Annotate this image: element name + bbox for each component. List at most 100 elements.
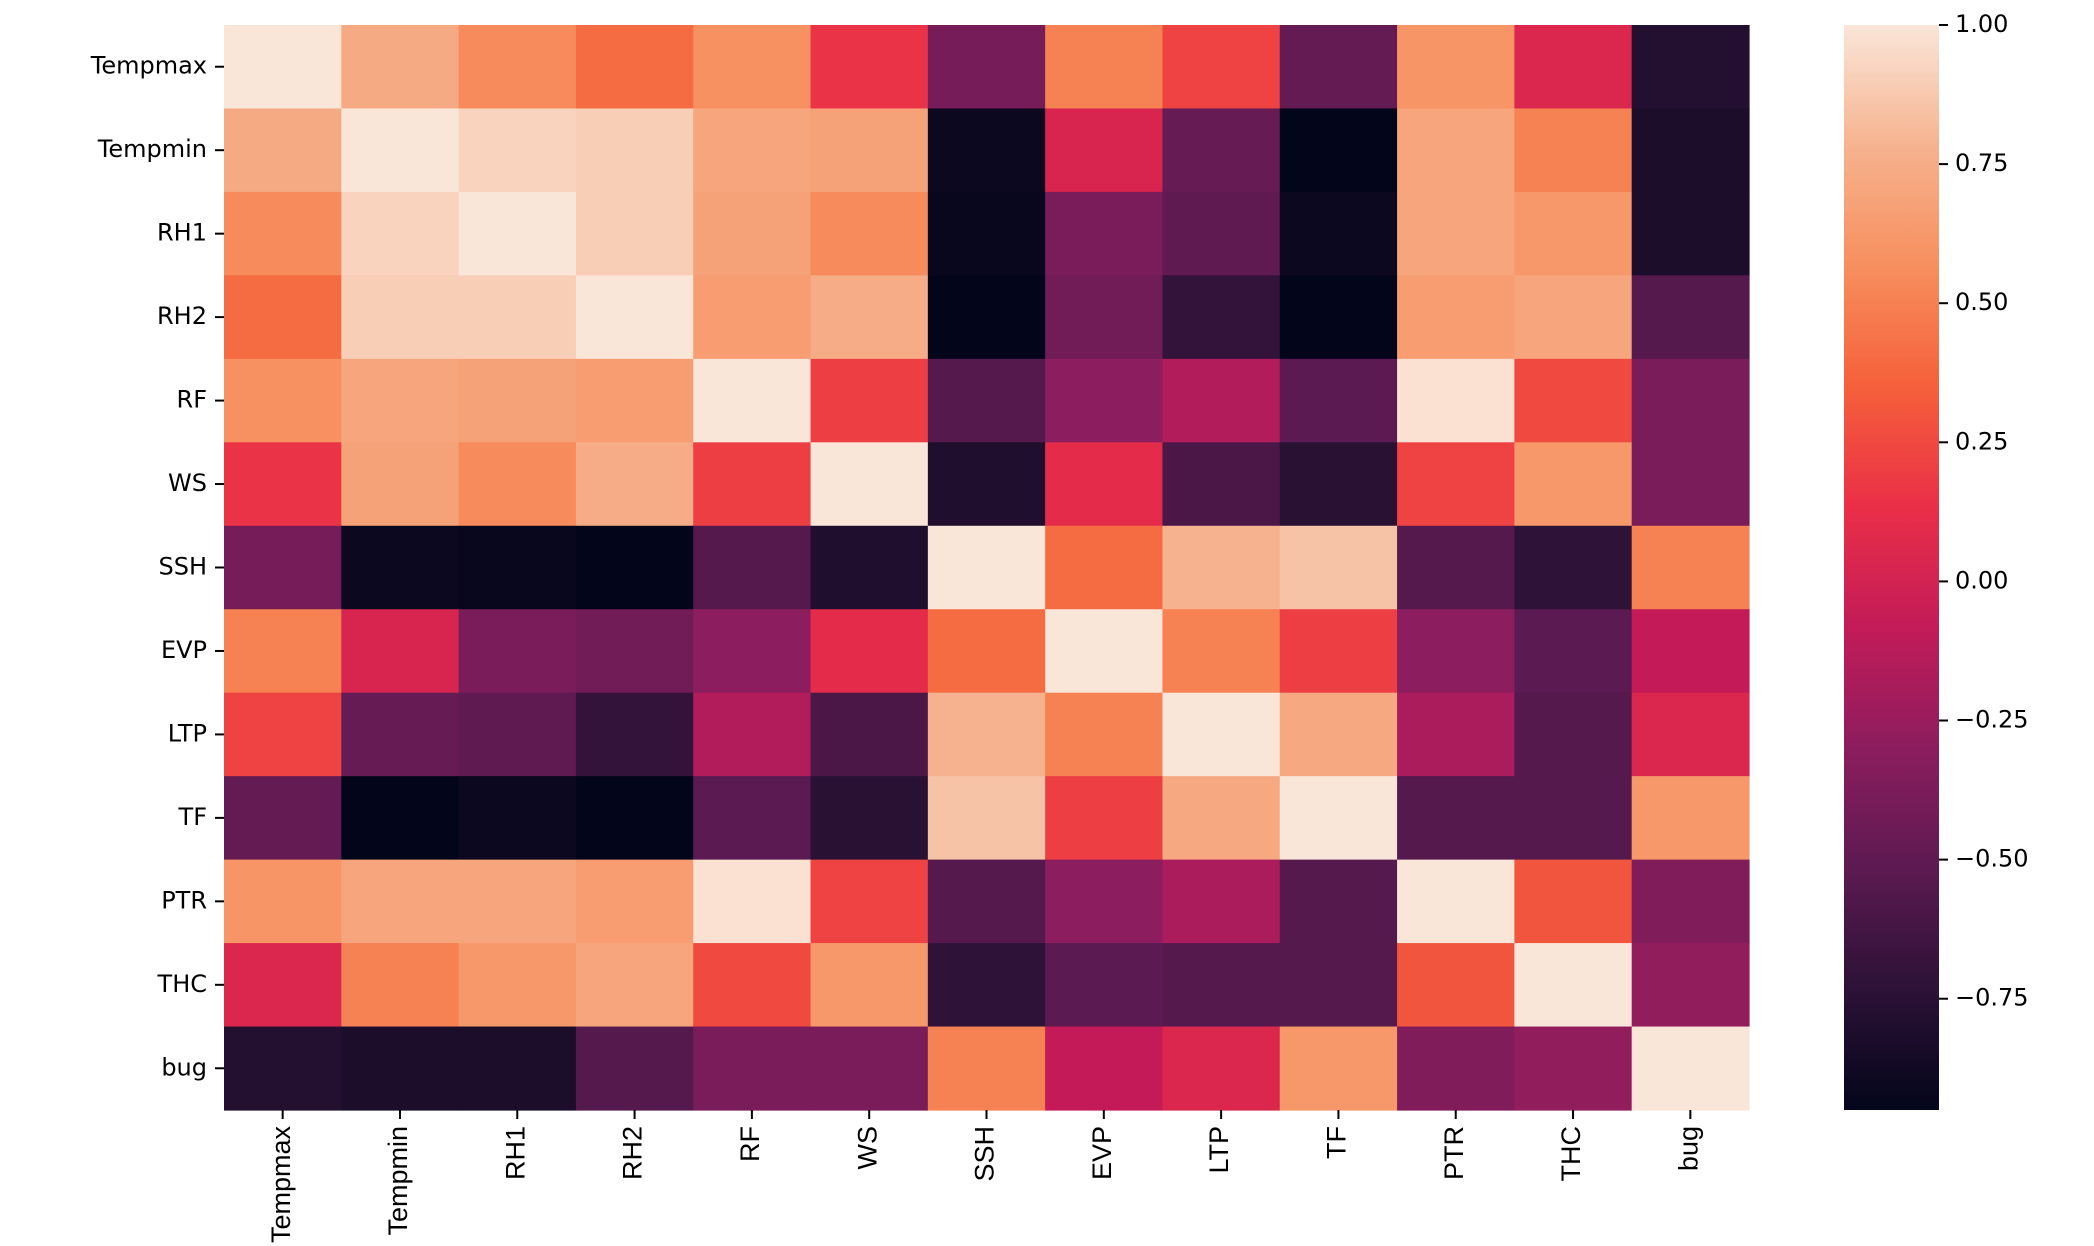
heatmap-cell-WS-WS	[810, 442, 929, 527]
heatmap-cell-Tempmin-SSH	[927, 108, 1046, 193]
heatmap-cell-bug-SSH	[927, 1026, 1046, 1111]
y-axis-labels: Tempmax Tempmin RH1 RH2 RF WS SSH EVP LTP TF PTR TH…	[90, 52, 224, 1081]
heatmap-cell-SSH-PTR	[1397, 525, 1515, 610]
heatmap-cell-Tempmax-RH2	[575, 25, 694, 110]
heatmap-cell-TF-RH2	[575, 776, 694, 861]
heatmap-cell-RH1-LTP	[1162, 191, 1281, 276]
x-tick-label: RH2	[618, 1126, 648, 1180]
colorbar-tick-label: 0.75	[1955, 149, 2008, 177]
heatmap-cell-Tempmin-RH2	[575, 108, 694, 193]
heatmap-cell-Tempmax-PTR	[1397, 25, 1515, 110]
heatmap-cell-WS-THC	[1514, 442, 1633, 527]
heatmap-cell-Tempmax-SSH	[927, 25, 1046, 110]
heatmap-cell-SSH-EVP	[1045, 525, 1164, 610]
heatmap-cell-bug-PTR	[1397, 1026, 1515, 1111]
heatmap-cell-RH1-RH2	[575, 191, 694, 276]
heatmap-cell-EVP-EVP	[1045, 609, 1164, 694]
heatmap-cell-Tempmin-RH1	[458, 108, 577, 193]
y-tick-label: LTP	[168, 719, 207, 747]
heatmap-cell-bug-WS	[810, 1026, 929, 1111]
heatmap-cell-bug-TF	[1279, 1026, 1398, 1111]
heatmap-cell-PTR-SSH	[927, 859, 1046, 944]
x-tick-label: THC	[1556, 1126, 1586, 1182]
heatmap-cell-LTP-RH1	[458, 692, 577, 777]
heatmap-cell-LTP-SSH	[927, 692, 1046, 777]
heatmap-cell-TF-SSH	[927, 776, 1046, 861]
heatmap-cell-LTP-Tempmin	[341, 692, 460, 777]
heatmap-cell-EVP-Tempmax	[224, 609, 342, 694]
heatmap-cell-LTP-WS	[810, 692, 929, 777]
heatmap-cell-RH2-PTR	[1397, 275, 1515, 360]
heatmap-cell-THC-TF	[1279, 943, 1398, 1028]
heatmap-cell-SSH-TF	[1279, 525, 1398, 610]
heatmap-cell-LTP-PTR	[1397, 692, 1515, 777]
heatmap-cell-RH1-bug	[1631, 191, 1750, 276]
heatmap-cell-RH2-bug	[1631, 275, 1750, 360]
heatmap-cell-PTR-Tempmax	[224, 859, 342, 944]
y-tick-label: RF	[177, 386, 207, 414]
y-tick-label: WS	[168, 469, 207, 497]
heatmap-cell-PTR-TF	[1279, 859, 1398, 944]
heatmap-cell-RF-Tempmax	[224, 358, 342, 443]
heatmap-cell-bug-RH2	[575, 1026, 694, 1111]
heatmap-cell-RF-LTP	[1162, 358, 1281, 443]
x-tick-label: bug	[1673, 1126, 1703, 1171]
heatmap-cell-EVP-SSH	[927, 609, 1046, 694]
heatmap-cell-RH1-WS	[810, 191, 929, 276]
heatmap-cell-PTR-LTP	[1162, 859, 1281, 944]
heatmap-cell-SSH-LTP	[1162, 525, 1281, 610]
heatmap-cell-PTR-EVP	[1045, 859, 1164, 944]
heatmap-cell-WS-RH1	[458, 442, 577, 527]
x-axis-labels: Tempmax Tempmin RH1 RH2 RF WS SSH EVP LTP TF PTR TH…	[266, 1110, 1703, 1244]
heatmap-cell-SSH-RH1	[458, 525, 577, 610]
heatmap-cell-bug-THC	[1514, 1026, 1633, 1111]
heatmap-cell-THC-PTR	[1397, 943, 1515, 1028]
heatmap-cell-Tempmax-THC	[1514, 25, 1633, 110]
heatmap-cell-Tempmin-bug	[1631, 108, 1750, 193]
heatmap-cell-WS-Tempmax	[224, 442, 342, 527]
heatmap-cell-WS-LTP	[1162, 442, 1281, 527]
y-tick-label: EVP	[161, 636, 207, 664]
heatmap-cell-RH1-EVP	[1045, 191, 1164, 276]
heatmap-cell-EVP-PTR	[1397, 609, 1515, 694]
heatmap-cell-THC-RF	[693, 943, 812, 1028]
heatmap-cell-PTR-RH2	[575, 859, 694, 944]
y-tick-label: Tempmax	[90, 52, 207, 80]
heatmap-cell-PTR-Tempmin	[341, 859, 460, 944]
heatmap-cell-Tempmin-Tempmin	[341, 108, 460, 193]
heatmap-cell-RH1-TF	[1279, 191, 1398, 276]
heatmap-cell-THC-WS	[810, 943, 929, 1028]
heatmap-cell-Tempmin-TF	[1279, 108, 1398, 193]
heatmap-cell-RH2-WS	[810, 275, 929, 360]
heatmap-cell-RH1-Tempmax	[224, 191, 342, 276]
heatmap-cell-RH1-THC	[1514, 191, 1633, 276]
heatmap-cell-Tempmin-PTR	[1397, 108, 1515, 193]
heatmap-cell-Tempmax-bug	[1631, 25, 1750, 110]
heatmap-cell-Tempmax-RF	[693, 25, 812, 110]
heatmap-cell-RF-Tempmin	[341, 358, 460, 443]
heatmap-cell-THC-RH2	[575, 943, 694, 1028]
heatmap-cell-PTR-RF	[693, 859, 812, 944]
heatmap-cell-EVP-RH1	[458, 609, 577, 694]
heatmap-cell-RH2-RH1	[458, 275, 577, 360]
x-tick-label: EVP	[1087, 1126, 1117, 1180]
heatmap-cell-SSH-THC	[1514, 525, 1633, 610]
x-tick-label: RH1	[500, 1126, 530, 1180]
heatmap-cell-RF-TF	[1279, 358, 1398, 443]
heatmap-cell-bug-RH1	[458, 1026, 577, 1111]
x-tick-label: PTR	[1439, 1126, 1469, 1180]
heatmap-cell-THC-EVP	[1045, 943, 1164, 1028]
heatmap-cell-bug-Tempmin	[341, 1026, 460, 1111]
heatmap-cell-THC-THC	[1514, 943, 1633, 1028]
colorbar: 1.00 0.75 0.50 0.25 0.00 −0.25 −0.50 −0.75	[1844, 10, 2029, 1110]
heatmap-cell-RH1-RF	[693, 191, 812, 276]
heatmap-cell-SSH-RF	[693, 525, 812, 610]
x-tick-label: WS	[852, 1126, 882, 1170]
y-tick-label: SSH	[158, 553, 207, 581]
heatmap-cell-TF-Tempmin	[341, 776, 460, 861]
heatmap-cell-bug-RF	[693, 1026, 812, 1111]
heatmap-cell-LTP-bug	[1631, 692, 1750, 777]
heatmap-cell-SSH-Tempmin	[341, 525, 460, 610]
x-tick-label: Tempmax	[266, 1126, 296, 1244]
heatmap-cell-RH2-RH2	[575, 275, 694, 360]
